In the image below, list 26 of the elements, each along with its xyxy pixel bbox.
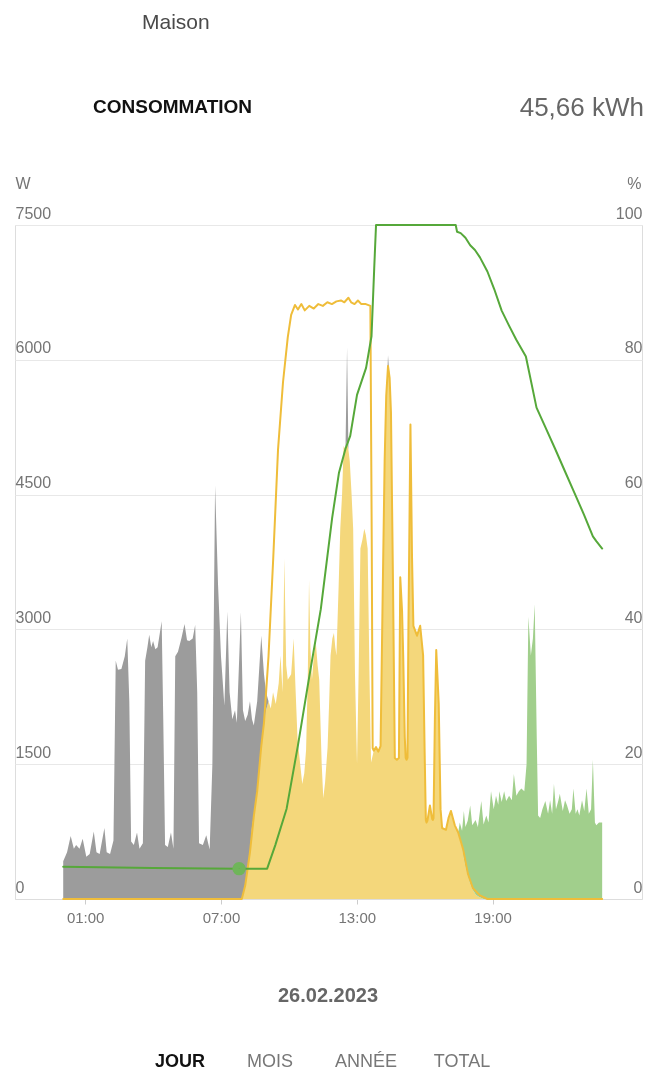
- y2-tick-label: 60: [624, 474, 643, 492]
- text: ANNÉE: [334, 1051, 398, 1071]
- x-tick-label: 07:00: [202, 908, 241, 926]
- y2-tick-label: 80: [624, 339, 643, 357]
- text: TOTAL: [433, 1051, 491, 1071]
- y-tick-label: 6000: [15, 339, 52, 357]
- y-tick-label: 1500: [15, 743, 52, 761]
- y-tick-label: 7500: [15, 204, 52, 222]
- text: Maison: [142, 10, 210, 33]
- y2-tick-label: 40: [624, 608, 643, 626]
- y2-tick-label: 0: [633, 878, 643, 896]
- x-tick-label: 01:00: [66, 908, 105, 926]
- y2-tick-label: 100: [615, 204, 643, 222]
- text: JOUR: [154, 1051, 206, 1071]
- x-tick-label: 19:00: [474, 908, 512, 926]
- chart-title: CONSOMMATION: [93, 96, 253, 117]
- y2-axis-title: %: [627, 174, 642, 192]
- y-tick-label: 0: [15, 878, 25, 896]
- y2-tick-label: 20: [624, 743, 643, 761]
- y-tick-label: 4500: [15, 474, 52, 492]
- y-axis-title: W: [15, 174, 32, 192]
- y-tick-label: 3000: [15, 608, 52, 626]
- text: MOIS: [246, 1051, 294, 1071]
- x-tick-label: 13:00: [338, 908, 377, 926]
- text: 26.02.2023: [277, 984, 379, 1006]
- chart-subtitle: 45,66 kWh: [519, 92, 644, 122]
